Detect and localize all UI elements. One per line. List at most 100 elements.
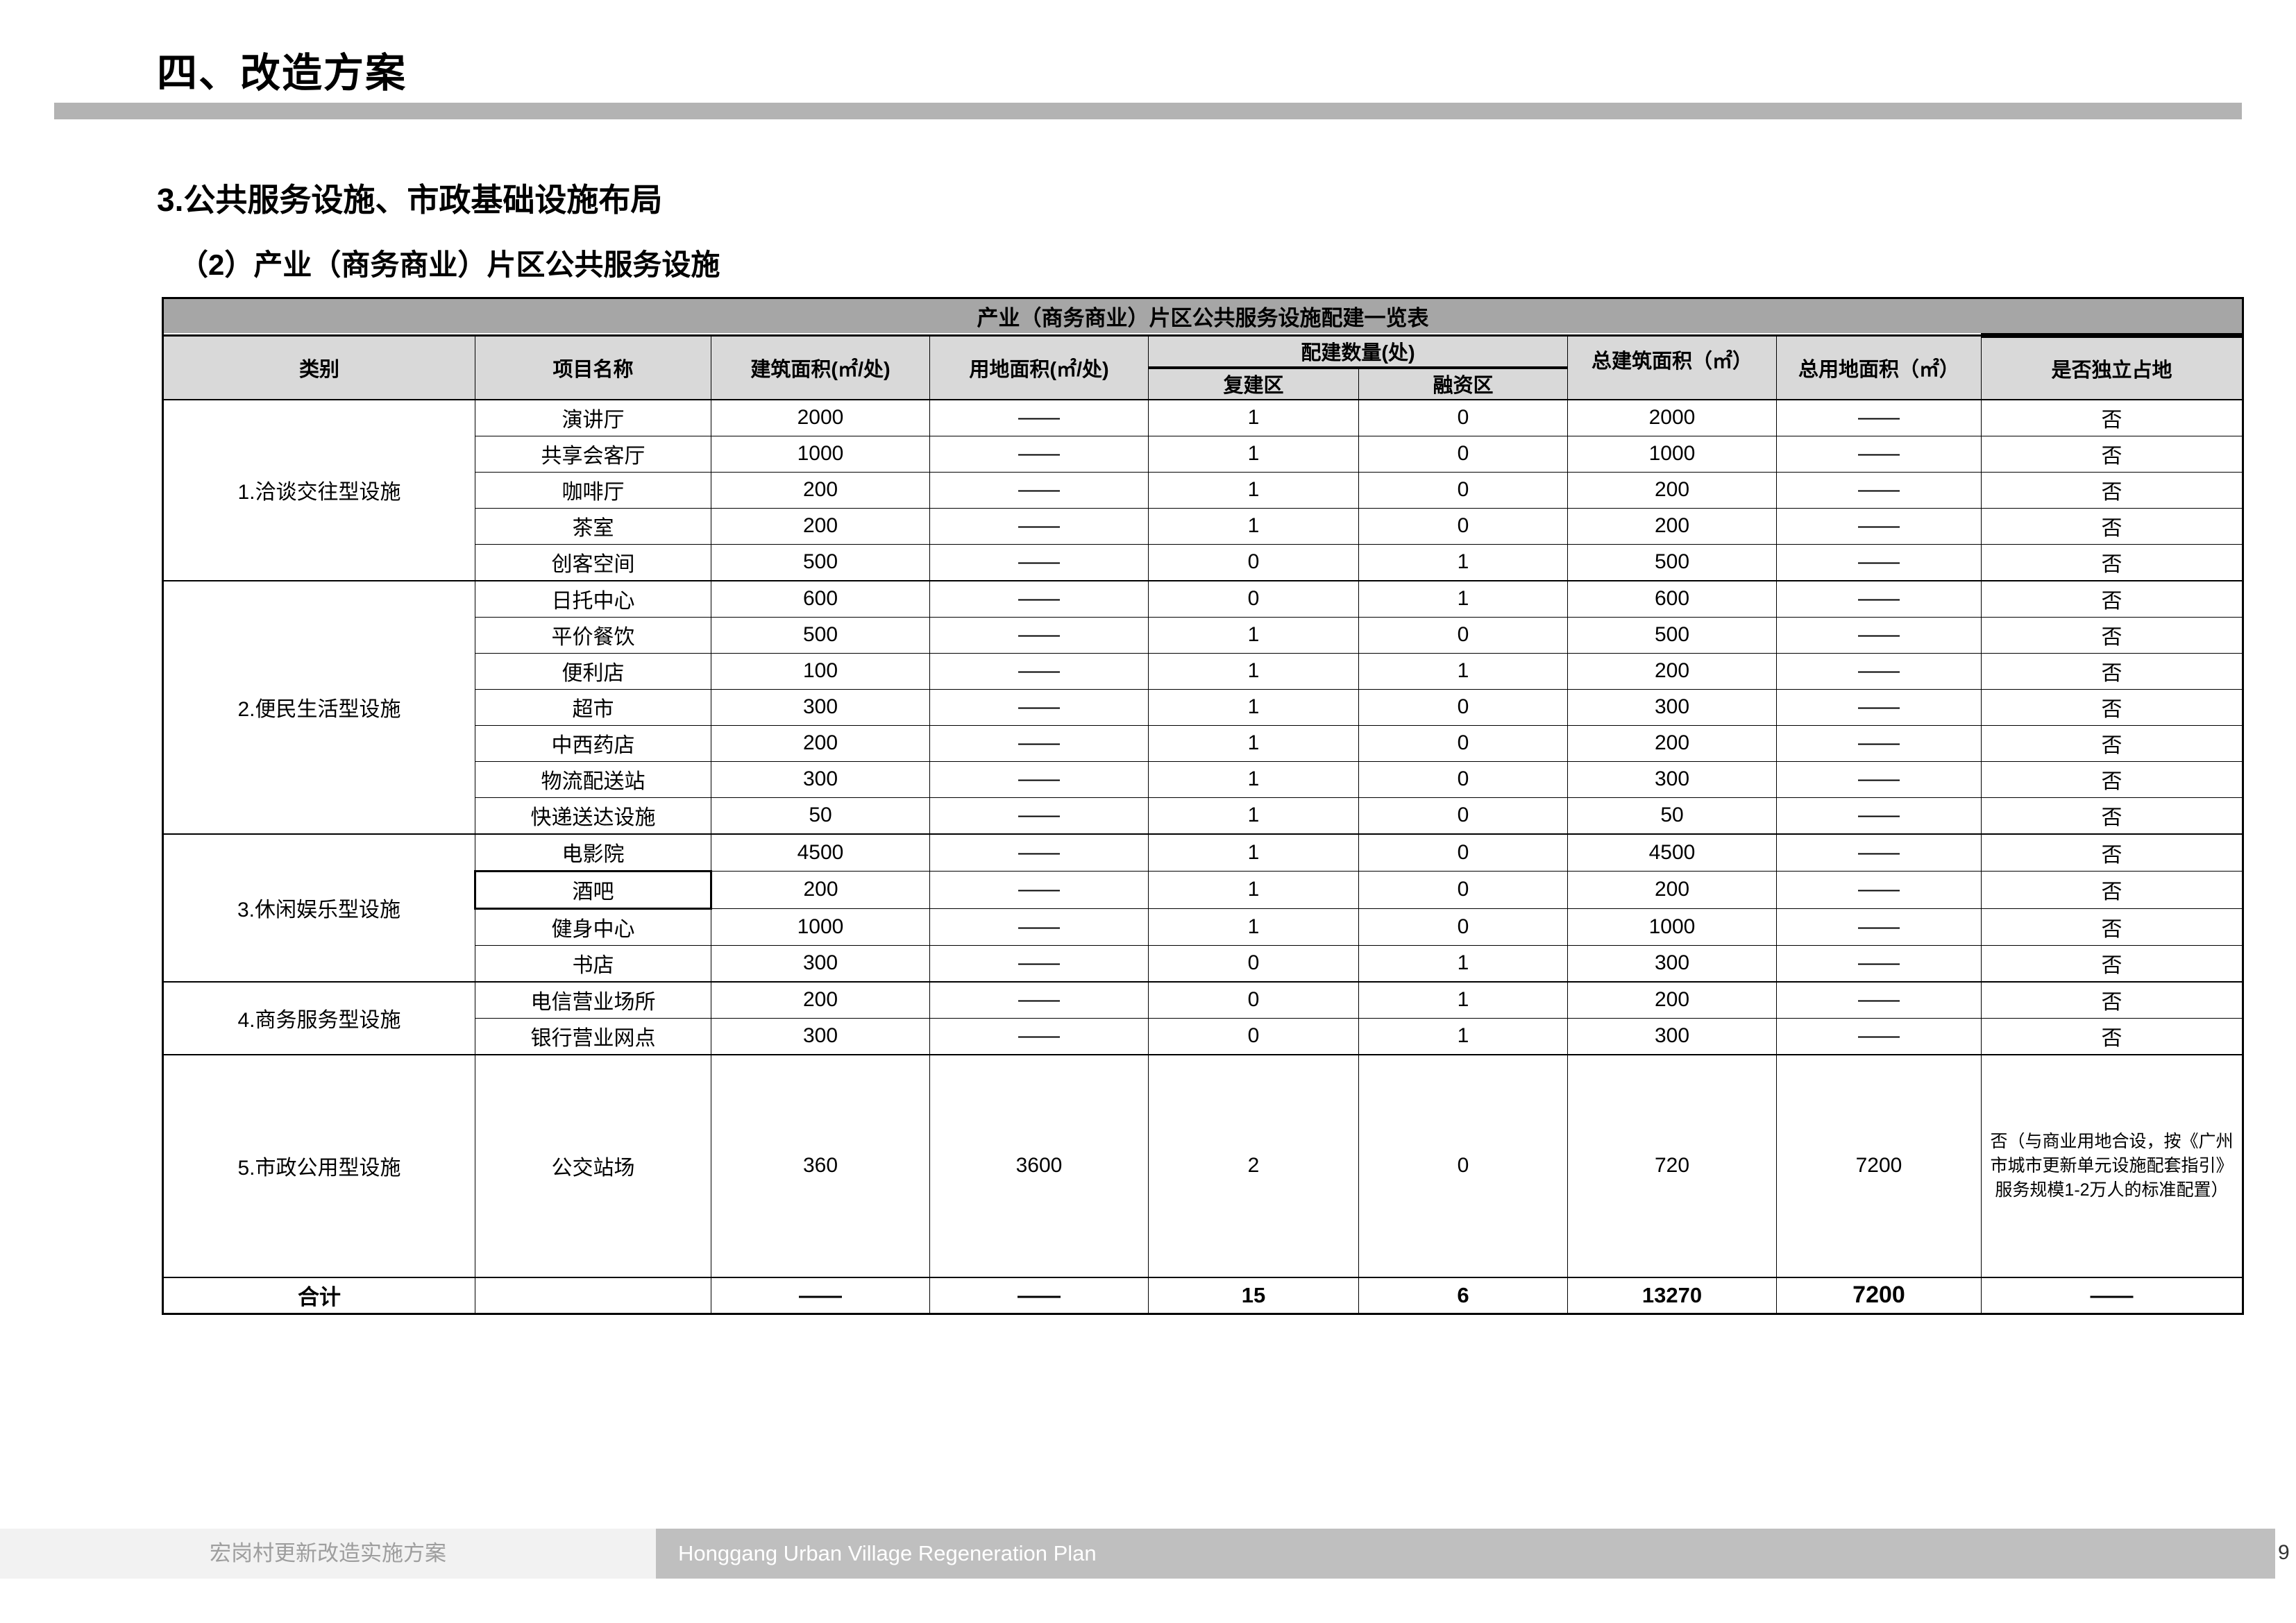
section-heading: 3.公共服务设施、市政基础设施布局: [157, 182, 663, 218]
value-cell: ——: [929, 579, 1149, 618]
value-cell: ——: [1776, 797, 1982, 834]
value-cell: 1: [1148, 833, 1359, 872]
value-cell: ——: [1776, 760, 1982, 798]
value-cell: 1000: [711, 435, 930, 473]
value-cell: ——: [1776, 507, 1982, 545]
value-cell: 1: [1358, 980, 1568, 1019]
value-cell: 720: [1567, 1053, 1777, 1277]
value-cell: ——: [929, 398, 1149, 436]
category-cell: 5.市政公用型设施: [162, 1053, 475, 1277]
table-row: 超市 300 —— 1 0 300 —— 否: [163, 688, 2243, 726]
value-cell: 2000: [711, 398, 930, 436]
value-cell: 2000: [1567, 398, 1777, 436]
header-rebuild-zone: 复建区: [1148, 367, 1359, 400]
value-cell: 360: [711, 1053, 930, 1277]
project-cell: 酒吧: [474, 869, 712, 910]
project-cell: 茶室: [475, 507, 711, 545]
value-cell: 否: [1981, 688, 2243, 726]
value-cell: ——: [929, 1017, 1149, 1055]
value-cell: 0: [1358, 507, 1568, 545]
value-cell: 1: [1148, 398, 1359, 436]
value-cell: 1: [1148, 507, 1359, 545]
header-land-area: 用地面积(㎡/处): [929, 335, 1149, 400]
value-cell: 1: [1358, 1017, 1568, 1055]
value-cell: 0: [1358, 724, 1568, 762]
project-cell: 超市: [475, 688, 711, 726]
category-cell: 2.便民生活型设施: [162, 579, 475, 834]
value-cell: 1000: [711, 908, 930, 946]
page-title: 四、改造方案: [157, 51, 407, 96]
table-row: 健身中心 1000 —— 1 0 1000 —— 否: [163, 908, 2243, 946]
value-cell: 200: [1567, 471, 1777, 509]
value-cell: 0: [1358, 398, 1568, 436]
value-cell: 200: [711, 870, 930, 909]
value-cell: ——: [1776, 398, 1982, 436]
value-cell: 4500: [711, 833, 930, 872]
value-cell: 否: [1981, 833, 2243, 872]
header-build-area: 建筑面积(㎡/处): [711, 335, 930, 400]
value-cell: ——: [1776, 908, 1982, 946]
table-header-row-1: 类别 项目名称 建筑面积(㎡/处) 用地面积(㎡/处) 配建数量(处) 总建筑面…: [162, 333, 2243, 400]
header-total-build: 总建筑面积（㎡）: [1567, 335, 1777, 400]
value-cell: ——: [929, 435, 1149, 473]
totals-total-build: 13270: [1567, 1276, 1777, 1314]
value-cell: 1: [1148, 870, 1359, 909]
value-cell: 300: [711, 688, 930, 726]
value-cell: ——: [929, 797, 1149, 834]
value-cell: 100: [711, 652, 930, 690]
value-cell: 200: [1567, 507, 1777, 545]
value-cell: 500: [711, 616, 930, 654]
table-row: 1.洽谈交往型设施 演讲厅 2000 —— 1 0 2000 —— 否: [162, 398, 2243, 581]
totals-label: 合计: [162, 1276, 475, 1314]
project-cell: 共享会客厅: [475, 435, 711, 473]
header-independent: 是否独立占地: [1981, 333, 2243, 400]
project-cell: 书店: [475, 944, 711, 982]
value-cell: 1: [1358, 652, 1568, 690]
project-cell: 公交站场: [475, 1053, 711, 1277]
table-title-row: 产业（商务商业）片区公共服务设施配建一览表: [162, 298, 2243, 337]
value-cell: 否: [1981, 398, 2243, 436]
value-cell: ——: [929, 944, 1149, 982]
value-cell: ——: [1776, 652, 1982, 690]
value-cell: 300: [1567, 760, 1777, 798]
value-cell: 600: [1567, 579, 1777, 618]
table-header-row-2: 复建区 融资区: [163, 367, 2243, 400]
totals-rebuild: 15: [1148, 1276, 1359, 1314]
footer-title-cn: 宏岗村更新改造实施方案: [0, 1529, 656, 1579]
totals-build-area: ——: [711, 1276, 930, 1314]
value-cell: 7200: [1776, 1053, 1982, 1277]
table-row: 5.市政公用型设施 公交站场 360 3600 2 0 720 7200 否（与商业用地合设，按…: [162, 1053, 2243, 1277]
value-cell: 2: [1148, 1053, 1359, 1277]
value-cell: 0: [1358, 760, 1568, 798]
value-cell: ——: [929, 870, 1149, 909]
value-cell: 200: [1567, 870, 1777, 909]
value-cell: ——: [1776, 471, 1982, 509]
value-cell: 否: [1981, 724, 2243, 762]
value-cell: ——: [1776, 543, 1982, 581]
facilities-table: 产业（商务商业）片区公共服务设施配建一览表 类别 项目名称 建筑面积(㎡/处) …: [162, 297, 2244, 1315]
value-cell: 1: [1358, 944, 1568, 982]
table-row: 茶室 200 —— 1 0 200 —— 否: [163, 507, 2243, 545]
value-cell: 否: [1981, 543, 2243, 581]
value-cell: 0: [1358, 435, 1568, 473]
value-cell: 200: [711, 980, 930, 1019]
table-row: 4.商务服务型设施 电信营业场所 200 —— 0 1 200 —— 否: [162, 980, 2243, 1055]
value-cell: 4500: [1567, 833, 1777, 872]
value-cell: 否: [1981, 980, 2243, 1019]
table-row: 银行营业网点 300 —— 0 1 300 —— 否: [163, 1017, 2243, 1055]
value-cell: 500: [1567, 616, 1777, 654]
value-cell: 0: [1358, 870, 1568, 909]
value-cell: 否: [1981, 944, 2243, 982]
value-cell: 0: [1358, 471, 1568, 509]
table-row: 便利店 100 —— 1 1 200 —— 否: [163, 652, 2243, 690]
value-cell: 1: [1358, 579, 1568, 618]
value-cell: ——: [929, 833, 1149, 872]
category-cell: 3.休闲娱乐型设施: [162, 833, 475, 982]
value-cell: ——: [929, 471, 1149, 509]
header-category: 类别: [162, 335, 475, 400]
project-cell: 演讲厅: [475, 398, 711, 436]
project-cell: 物流配送站: [475, 760, 711, 798]
value-cell: 1: [1148, 435, 1359, 473]
value-cell: 0: [1148, 1017, 1359, 1055]
value-cell: 1: [1148, 908, 1359, 946]
